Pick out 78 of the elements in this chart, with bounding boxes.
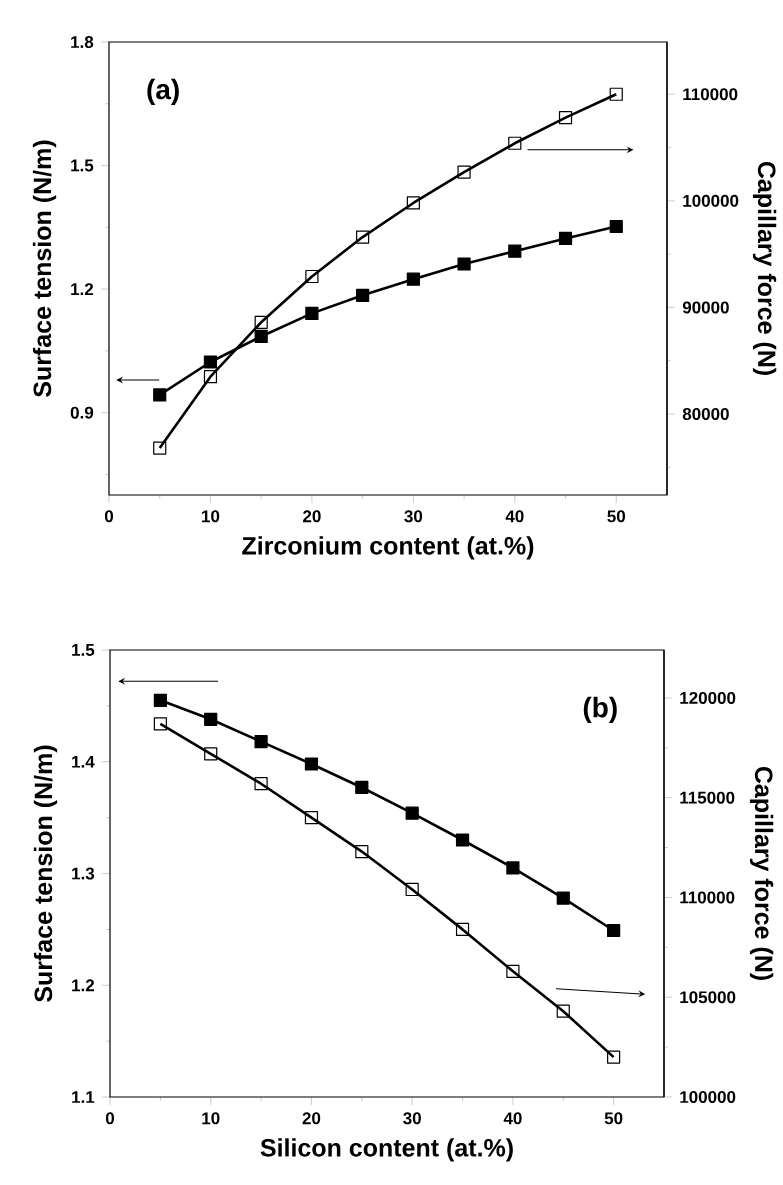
y-tick-label: 1.4 [72, 755, 95, 768]
x-tick-label: 0 [105, 1112, 115, 1125]
y-tick-label: 0.9 [70, 406, 94, 419]
point [204, 747, 218, 761]
x-tick-label: 10 [202, 510, 220, 523]
point [556, 891, 570, 905]
y2-tick-label: 90000 [682, 301, 729, 314]
point [254, 329, 268, 344]
point [254, 777, 268, 791]
point [305, 269, 319, 284]
point [355, 844, 369, 859]
point [559, 111, 573, 125]
x-tick-label: 50 [604, 1112, 623, 1125]
y2-tick-label: 80000 [682, 408, 729, 421]
point [457, 165, 471, 179]
y-tick-label: 1.1 [72, 1091, 95, 1103]
y2-tick-label: 100000 [680, 1091, 736, 1104]
x-axis-title: Zirconium content (at.%) [242, 536, 534, 560]
x-tick-label: 20 [303, 510, 321, 523]
point [506, 964, 520, 978]
x-tick-label: 40 [503, 1112, 522, 1125]
y2-tick-label: 115000 [680, 791, 735, 804]
annotation: (b) [583, 696, 617, 723]
x-tick-label: 20 [302, 1112, 321, 1125]
point [153, 388, 167, 402]
point [153, 441, 167, 455]
point [508, 244, 522, 258]
x-tick-label: 0 [104, 510, 114, 523]
point [254, 735, 268, 749]
point [254, 315, 268, 329]
point [457, 257, 471, 271]
y2-tick-label: 110000 [683, 88, 738, 101]
y2-tick-label: 110000 [680, 891, 735, 904]
point [607, 1050, 621, 1064]
annotation: (a) [147, 78, 179, 105]
point [405, 806, 419, 820]
point [356, 288, 370, 302]
point [607, 923, 621, 938]
point [405, 882, 419, 897]
point [305, 306, 319, 320]
y2-tick-label: 100000 [683, 194, 739, 207]
y2-axis-title: Capillary force (N) [749, 766, 774, 980]
point [609, 219, 623, 234]
point [203, 370, 218, 384]
y-tick-label: 1.5 [71, 159, 94, 172]
y-axis-title: Surface tension (N/m) [32, 140, 57, 397]
y-tick-label: 1.3 [72, 867, 95, 880]
point [406, 272, 421, 286]
point [559, 231, 573, 246]
point [356, 230, 370, 244]
x-tick-label: 30 [404, 510, 423, 523]
point [153, 693, 168, 707]
y2-axis-title: Capillary force (N) [752, 161, 777, 375]
point [508, 136, 522, 150]
point [204, 712, 218, 726]
point [609, 87, 623, 101]
y2-tick-label: 120000 [680, 691, 736, 704]
point [153, 717, 168, 731]
x-tick-label: 10 [202, 1112, 220, 1125]
point [456, 922, 470, 936]
point [355, 780, 369, 795]
point [456, 833, 470, 847]
y-tick-label: 1.2 [72, 979, 95, 992]
y2-tick-label: 105000 [680, 991, 736, 1004]
point [556, 1004, 570, 1018]
y-axis-title: Surface tension (N/m) [33, 745, 58, 1002]
y-tick-label: 1.8 [71, 36, 94, 49]
y-tick-label: 1.5 [72, 644, 95, 656]
x-axis-title: Silicon content (at.%) [260, 1138, 513, 1162]
y-tick-label: 1.2 [71, 283, 94, 296]
x-tick-label: 30 [403, 1112, 421, 1125]
point [506, 861, 520, 875]
x-tick-label: 50 [607, 510, 626, 523]
x-tick-label: 40 [505, 510, 524, 523]
point [304, 757, 319, 771]
point [203, 355, 218, 369]
point [304, 811, 319, 825]
point [406, 196, 421, 210]
